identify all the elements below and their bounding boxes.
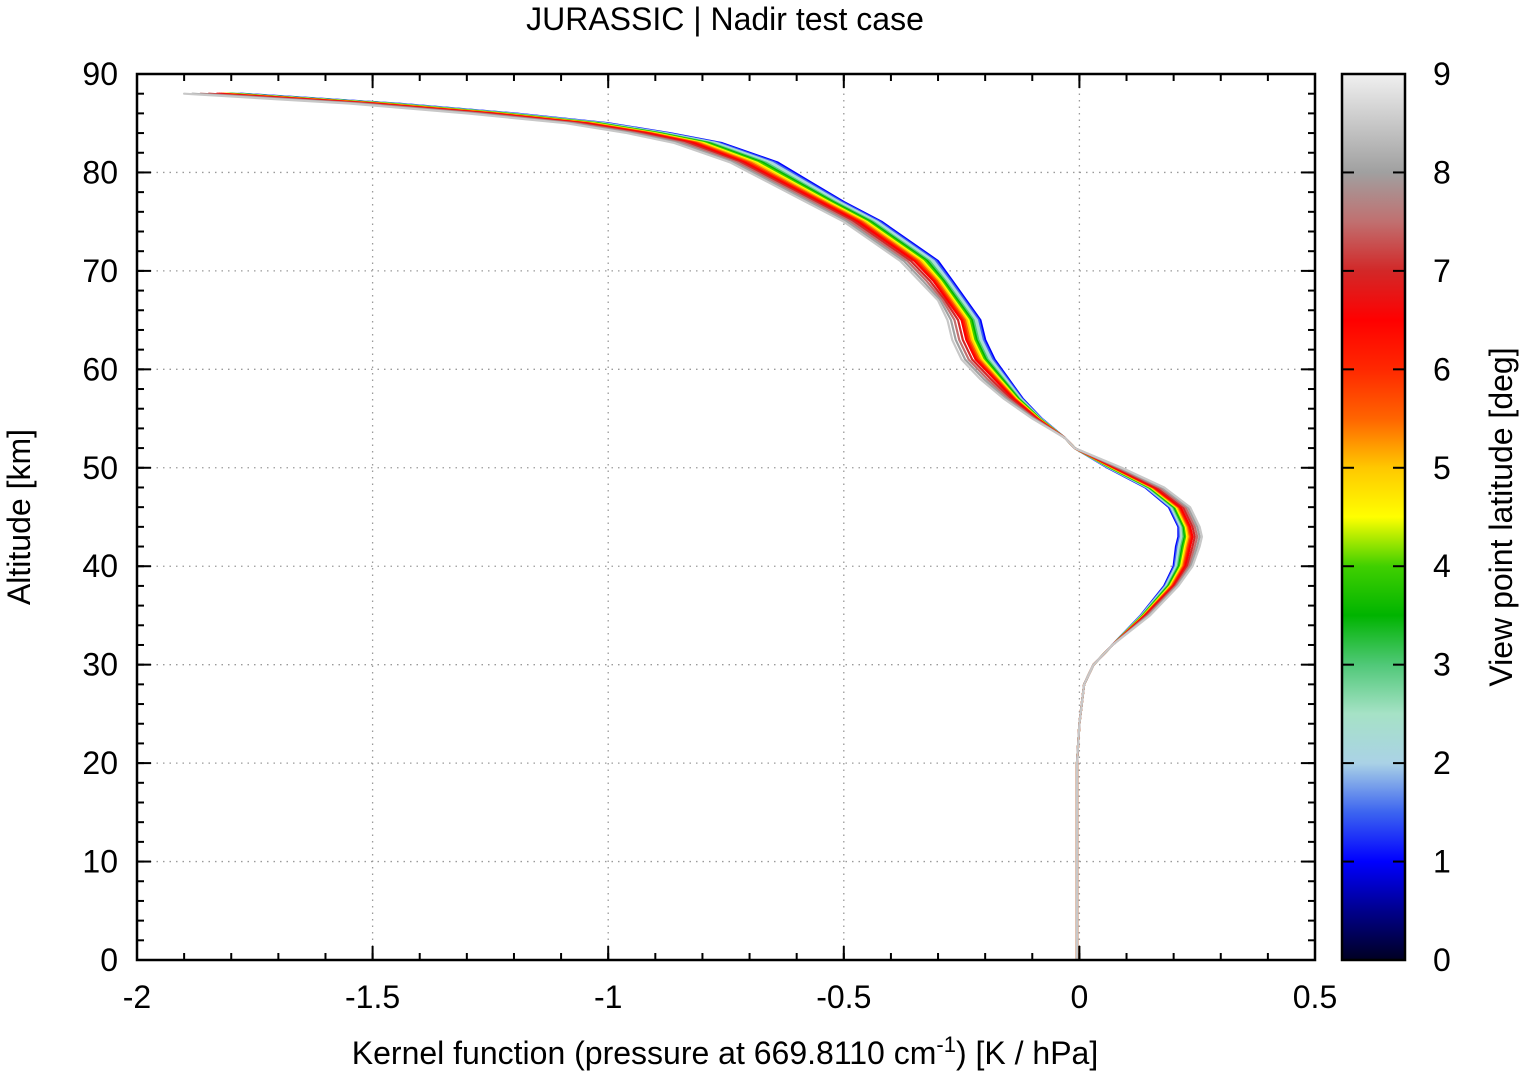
colorbar-tick-label: 6 xyxy=(1433,351,1451,387)
series-line xyxy=(216,92,1194,960)
y-tick-label: 40 xyxy=(82,548,118,584)
grid-lines xyxy=(137,74,1315,960)
colorbar-tick-label: 1 xyxy=(1433,844,1451,880)
series-line xyxy=(224,92,1189,960)
x-axis-label-end: ) [K / hPa] xyxy=(956,1035,1098,1071)
y-tick-label: 80 xyxy=(82,154,118,190)
x-axis-label-superscript: -1 xyxy=(936,1032,956,1057)
colorbar-ticks xyxy=(1342,73,1405,961)
colorbar-tick-label: 9 xyxy=(1433,56,1451,92)
series-line xyxy=(222,92,1190,960)
x-tick-label: -1 xyxy=(594,979,622,1015)
x-tick-label: -2 xyxy=(123,979,151,1015)
colorbar xyxy=(1340,72,1407,962)
y-axis-label: Altitude [km] xyxy=(1,429,37,605)
colorbar-tick-label: 3 xyxy=(1433,647,1451,683)
x-tick-label: -0.5 xyxy=(816,979,871,1015)
y-tick-label: 30 xyxy=(82,647,118,683)
series-line xyxy=(218,92,1193,960)
colorbar-tick-label: 0 xyxy=(1433,942,1451,978)
chart-title: JURASSIC | Nadir test case xyxy=(526,1,924,37)
axis-ticks xyxy=(136,73,1316,961)
series-line xyxy=(220,92,1192,960)
series-line xyxy=(231,92,1185,960)
series-line xyxy=(233,92,1184,960)
y-tick-label: 90 xyxy=(82,56,118,92)
plot-frame xyxy=(135,72,1317,962)
series-line xyxy=(237,92,1181,960)
x-tick-labels: -2 -1.5 -1 -0.5 0 0.5 xyxy=(123,979,1337,1015)
y-tick-label: 20 xyxy=(82,745,118,781)
colorbar-tick-label: 5 xyxy=(1433,450,1451,486)
x-tick-label: -1.5 xyxy=(345,979,400,1015)
x-tick-label: 0.5 xyxy=(1293,979,1337,1015)
colorbar-tick-labels: 0 1 2 3 4 5 6 7 8 9 xyxy=(1433,56,1451,978)
x-tick-label: 0 xyxy=(1071,979,1089,1015)
y-tick-label: 70 xyxy=(82,253,118,289)
colorbar-tick-label: 2 xyxy=(1433,745,1451,781)
series-curves xyxy=(183,92,1204,960)
x-axis-label-main: Kernel function (pressure at 669.8110 cm xyxy=(352,1035,937,1071)
colorbar-label: View point latitude [deg] xyxy=(1483,347,1519,686)
series-line xyxy=(207,92,1196,960)
y-tick-label: 60 xyxy=(82,351,118,387)
series-line xyxy=(239,92,1180,960)
series-line xyxy=(226,92,1188,960)
y-tick-label: 0 xyxy=(100,942,118,978)
series-line xyxy=(191,92,1201,960)
y-tick-label: 50 xyxy=(82,450,118,486)
colorbar-tick-label: 8 xyxy=(1433,154,1451,190)
series-line xyxy=(183,92,1204,960)
colorbar-tick-label: 7 xyxy=(1433,253,1451,289)
colorbar-tick-label: 4 xyxy=(1433,548,1451,584)
x-axis-label: Kernel function (pressure at 669.8110 cm… xyxy=(352,1032,1098,1071)
series-line xyxy=(199,92,1199,960)
y-tick-label: 10 xyxy=(82,844,118,880)
series-line xyxy=(235,92,1183,960)
y-tick-labels: 0 10 20 30 40 50 60 70 80 90 xyxy=(82,56,118,978)
